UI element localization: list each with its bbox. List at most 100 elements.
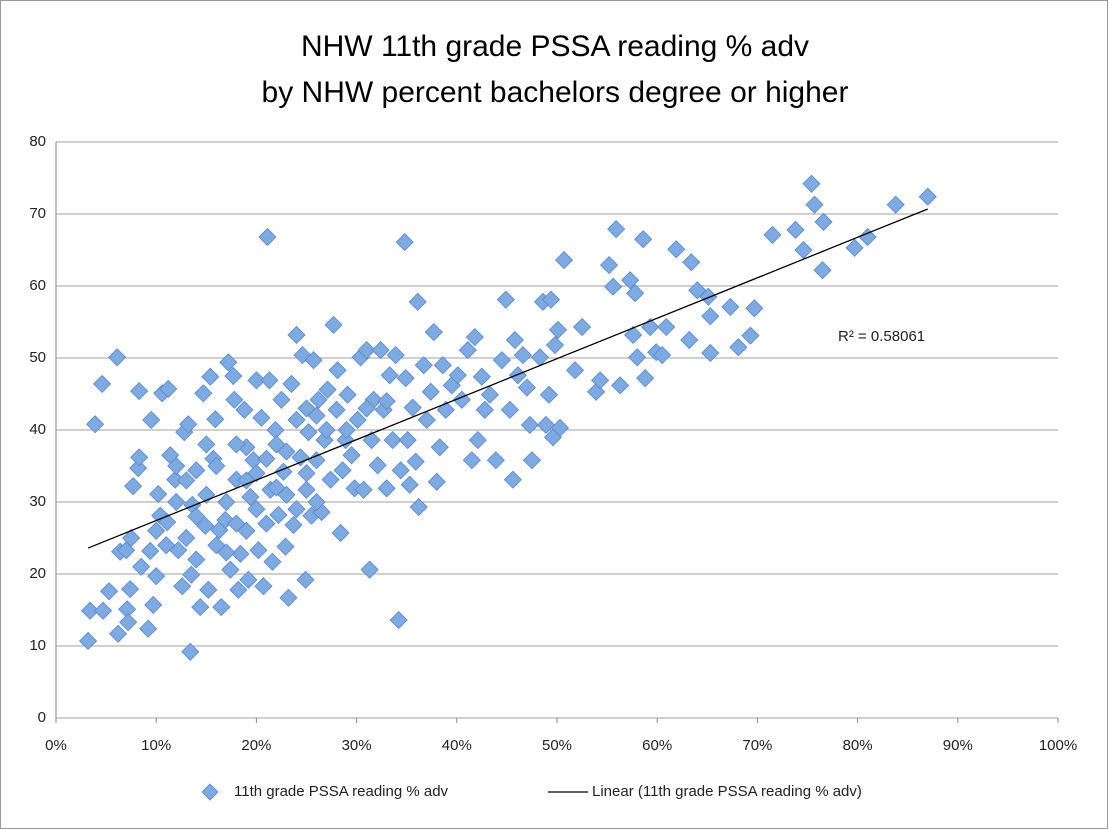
scatter-point bbox=[433, 356, 452, 375]
scatter-point bbox=[621, 271, 640, 290]
scatter-point bbox=[802, 174, 821, 193]
scatter-point bbox=[221, 560, 240, 579]
scatter-point bbox=[333, 461, 352, 480]
scatter-point bbox=[159, 379, 178, 399]
scatter-point bbox=[139, 619, 158, 638]
scatter-point bbox=[611, 376, 630, 395]
scatter-point bbox=[235, 400, 254, 419]
scatter-point bbox=[408, 292, 427, 311]
scatter-point bbox=[541, 290, 561, 309]
scatter-point bbox=[517, 378, 537, 397]
scatter-point bbox=[886, 195, 905, 214]
scatter-point bbox=[247, 371, 266, 390]
scatter-point bbox=[239, 570, 258, 589]
scatter-point bbox=[657, 317, 676, 337]
scatter-point bbox=[224, 366, 243, 386]
scatter-point bbox=[475, 400, 494, 419]
scatter-point bbox=[409, 497, 428, 517]
scatter-point bbox=[513, 346, 532, 365]
scatter-point bbox=[130, 448, 149, 467]
scatter-point bbox=[398, 431, 417, 450]
scatter-point bbox=[196, 516, 215, 535]
scatter-point bbox=[386, 346, 405, 365]
scatter-point bbox=[858, 227, 877, 247]
scatter-point bbox=[465, 328, 484, 347]
y-tick-label: 30 bbox=[29, 493, 46, 510]
legend-label: Linear (11th grade PSSA reading % adv) bbox=[592, 783, 862, 800]
scatter-point bbox=[187, 507, 206, 526]
scatter-point bbox=[522, 451, 542, 470]
scatter-point bbox=[287, 325, 306, 345]
scatter-point bbox=[287, 500, 306, 519]
scatter-point bbox=[94, 601, 113, 620]
y-tick-label: 40 bbox=[29, 421, 46, 438]
scatter-point bbox=[745, 299, 764, 318]
y-tick-label: 50 bbox=[29, 349, 46, 366]
scatter-point bbox=[124, 477, 143, 496]
scatter-point bbox=[600, 256, 619, 275]
scatter-point bbox=[237, 521, 256, 540]
scatter-point bbox=[421, 382, 440, 401]
scatter-point bbox=[100, 582, 119, 601]
scatter-point bbox=[247, 500, 266, 519]
scatter-point bbox=[701, 343, 720, 363]
scatter-point bbox=[462, 451, 481, 470]
scatter-point bbox=[321, 470, 340, 489]
scatter-point bbox=[291, 448, 310, 467]
scatter-point bbox=[786, 220, 805, 239]
scatter-point bbox=[682, 253, 701, 272]
scatter-point bbox=[194, 384, 213, 403]
scatter-point bbox=[414, 356, 433, 375]
x-tick-label: 30% bbox=[342, 737, 372, 754]
scatter-point bbox=[177, 471, 196, 490]
scatter-point bbox=[309, 390, 328, 409]
scatter-point bbox=[607, 220, 626, 239]
scatter-point bbox=[396, 369, 415, 388]
scatter-point bbox=[277, 442, 296, 461]
scatter-point bbox=[297, 399, 316, 418]
scatter-point bbox=[287, 410, 306, 429]
scatter-point bbox=[247, 464, 266, 483]
scatter-point bbox=[380, 366, 399, 385]
scatter-point bbox=[548, 320, 568, 339]
y-tick-label: 0 bbox=[38, 709, 46, 726]
x-tick-label: 60% bbox=[642, 737, 672, 754]
scatter-point bbox=[284, 515, 303, 535]
scatter-point bbox=[406, 452, 425, 471]
chart-title: by NHW percent bachelors degree or highe… bbox=[262, 76, 849, 109]
scatter-point bbox=[130, 382, 149, 401]
scatter-point bbox=[448, 366, 467, 385]
scatter-point bbox=[177, 528, 196, 548]
scatter-point bbox=[249, 541, 268, 560]
scatter-point bbox=[430, 438, 449, 457]
scatter-point bbox=[496, 290, 515, 309]
x-tick-label: 50% bbox=[542, 737, 572, 754]
scatter-point bbox=[591, 371, 610, 390]
scatter-point bbox=[338, 385, 357, 404]
scatter-point bbox=[729, 338, 748, 357]
scatter-point bbox=[217, 543, 236, 562]
scatter-point bbox=[468, 431, 487, 450]
scatter-point bbox=[81, 601, 100, 620]
x-tick-label: 80% bbox=[843, 737, 873, 754]
scatter-point bbox=[207, 456, 226, 476]
scatter-point bbox=[918, 187, 937, 206]
y-tick-label: 70 bbox=[29, 205, 46, 222]
scatter-point bbox=[545, 335, 565, 355]
scatter-point bbox=[327, 400, 346, 419]
scatter-point bbox=[299, 423, 318, 442]
scatter-point bbox=[225, 390, 244, 409]
scatter-point bbox=[206, 410, 225, 429]
scatter-point bbox=[182, 565, 201, 584]
scatter-point bbox=[257, 449, 276, 468]
scatter-point bbox=[197, 435, 216, 454]
chart-title: NHW 11th grade PSSA reading % adv bbox=[301, 30, 809, 63]
x-tick-label: 10% bbox=[141, 737, 171, 754]
x-tick-label: 40% bbox=[442, 737, 472, 754]
scatter-point bbox=[763, 225, 782, 244]
scatter-point bbox=[260, 371, 279, 390]
scatter-point bbox=[554, 251, 574, 270]
scatter-point bbox=[167, 456, 186, 476]
